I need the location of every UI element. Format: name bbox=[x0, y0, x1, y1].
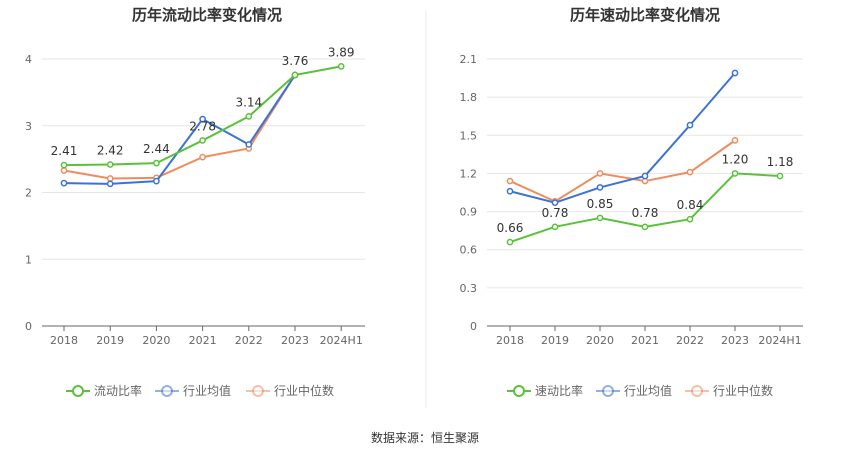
data-point bbox=[731, 69, 739, 77]
data-point bbox=[686, 121, 694, 129]
x-tick-label: 2020 bbox=[142, 334, 170, 347]
x-tick-label: 2018 bbox=[496, 334, 524, 347]
series-line-3 bbox=[63, 74, 296, 180]
data-point bbox=[106, 180, 114, 188]
y-tick-label: 0.6 bbox=[460, 244, 478, 257]
y-tick-label: 0.3 bbox=[460, 282, 478, 295]
source-note: 数据来源：恒生聚源 bbox=[371, 430, 479, 445]
legend-marker bbox=[691, 385, 703, 397]
series-line-2 bbox=[63, 74, 296, 185]
y-tick-label: 1 bbox=[25, 253, 32, 266]
data-label: 1.18 bbox=[767, 155, 794, 169]
x-tick-label: 2021 bbox=[189, 334, 217, 347]
legend-marker bbox=[513, 385, 525, 397]
data-label: 0.85 bbox=[587, 197, 614, 211]
data-label: 1.20 bbox=[722, 152, 749, 166]
y-tick-label: 4 bbox=[25, 53, 32, 66]
data-point bbox=[199, 137, 206, 144]
data-point bbox=[199, 153, 206, 161]
chart-title: 历年流动比率变化情况 bbox=[132, 6, 282, 24]
data-point bbox=[551, 199, 559, 207]
data-point bbox=[153, 177, 160, 185]
legend-label: 行业均值 bbox=[183, 383, 231, 398]
data-point bbox=[776, 172, 784, 180]
y-tick-label: 2.1 bbox=[460, 53, 478, 66]
legend-marker bbox=[602, 385, 614, 397]
data-point bbox=[596, 170, 604, 177]
x-tick-label: 2021 bbox=[631, 334, 659, 347]
data-point bbox=[106, 161, 114, 168]
y-tick-label: 1.5 bbox=[460, 129, 478, 142]
data-point bbox=[60, 179, 68, 187]
data-point bbox=[506, 238, 514, 246]
x-tick-label: 2022 bbox=[676, 334, 704, 347]
data-point bbox=[337, 62, 345, 70]
x-tick-label: 2023 bbox=[281, 334, 309, 347]
x-tick-label: 2020 bbox=[586, 334, 614, 347]
legend-marker bbox=[161, 385, 173, 397]
data-point bbox=[106, 175, 114, 182]
data-point bbox=[641, 172, 649, 180]
series-line-3 bbox=[509, 139, 736, 203]
data-label: 2.41 bbox=[51, 144, 78, 158]
data-label: 0.66 bbox=[497, 221, 524, 235]
x-tick-label: 2023 bbox=[721, 334, 749, 347]
data-point bbox=[60, 167, 68, 174]
data-point bbox=[60, 161, 68, 169]
data-label: 0.78 bbox=[542, 206, 569, 220]
chart-panel-1: 历年流动比率变化情况 0 1 2 3 4 2018 2019 2020 2021 2022 2023 2… bbox=[25, 6, 365, 398]
data-point bbox=[596, 214, 604, 222]
legend-label: 行业中位数 bbox=[713, 383, 773, 398]
x-tick-label: 2024H1 bbox=[758, 334, 801, 347]
legend-label: 行业中位数 bbox=[274, 383, 334, 398]
legend-label: 行业均值 bbox=[624, 383, 672, 398]
data-point bbox=[506, 177, 514, 185]
legend-marker bbox=[72, 385, 84, 397]
y-tick-label: 2 bbox=[25, 187, 32, 200]
x-tick-label: 2024H1 bbox=[320, 334, 363, 347]
data-label: 2.78 bbox=[189, 119, 216, 133]
legend-marker bbox=[252, 385, 264, 397]
y-tick-label: 0 bbox=[470, 320, 477, 333]
x-tick-label: 2019 bbox=[541, 334, 569, 347]
data-label: 3.14 bbox=[235, 95, 262, 109]
data-point bbox=[551, 223, 559, 231]
series-line-2 bbox=[509, 72, 736, 204]
data-point bbox=[641, 223, 649, 231]
data-point bbox=[291, 71, 299, 79]
data-label: 3.76 bbox=[282, 54, 309, 68]
data-label: 2.42 bbox=[97, 143, 124, 157]
legend-label: 流动比率 bbox=[94, 383, 142, 398]
data-point bbox=[506, 187, 514, 195]
y-tick-label: 1.8 bbox=[460, 91, 478, 104]
legend-label: 速动比率 bbox=[535, 383, 583, 398]
data-point bbox=[686, 215, 694, 223]
chart-panel-2: 历年速动比率变化情况 0 0.3 0.6 0.9 1.2 1.5 1.8 2.1 2018 2019… bbox=[460, 6, 803, 398]
data-point bbox=[686, 168, 694, 176]
data-point bbox=[199, 115, 206, 123]
data-point bbox=[731, 170, 739, 177]
data-label: 3.89 bbox=[328, 45, 355, 59]
data-point bbox=[731, 137, 739, 144]
y-tick-label: 1.2 bbox=[460, 167, 478, 180]
x-tick-label: 2022 bbox=[235, 334, 263, 347]
data-point bbox=[245, 113, 253, 120]
data-point bbox=[596, 184, 604, 191]
data-label: 0.78 bbox=[632, 206, 659, 220]
data-point bbox=[153, 159, 160, 167]
data-point bbox=[245, 141, 253, 148]
data-label: 2.44 bbox=[143, 142, 170, 156]
y-tick-label: 0 bbox=[25, 320, 32, 333]
chart-title: 历年速动比率变化情况 bbox=[570, 6, 720, 24]
x-tick-label: 2018 bbox=[50, 334, 78, 347]
y-tick-label: 0.9 bbox=[460, 206, 478, 219]
data-label: 0.84 bbox=[677, 198, 704, 212]
x-tick-label: 2019 bbox=[96, 334, 124, 347]
y-tick-label: 3 bbox=[25, 120, 32, 133]
